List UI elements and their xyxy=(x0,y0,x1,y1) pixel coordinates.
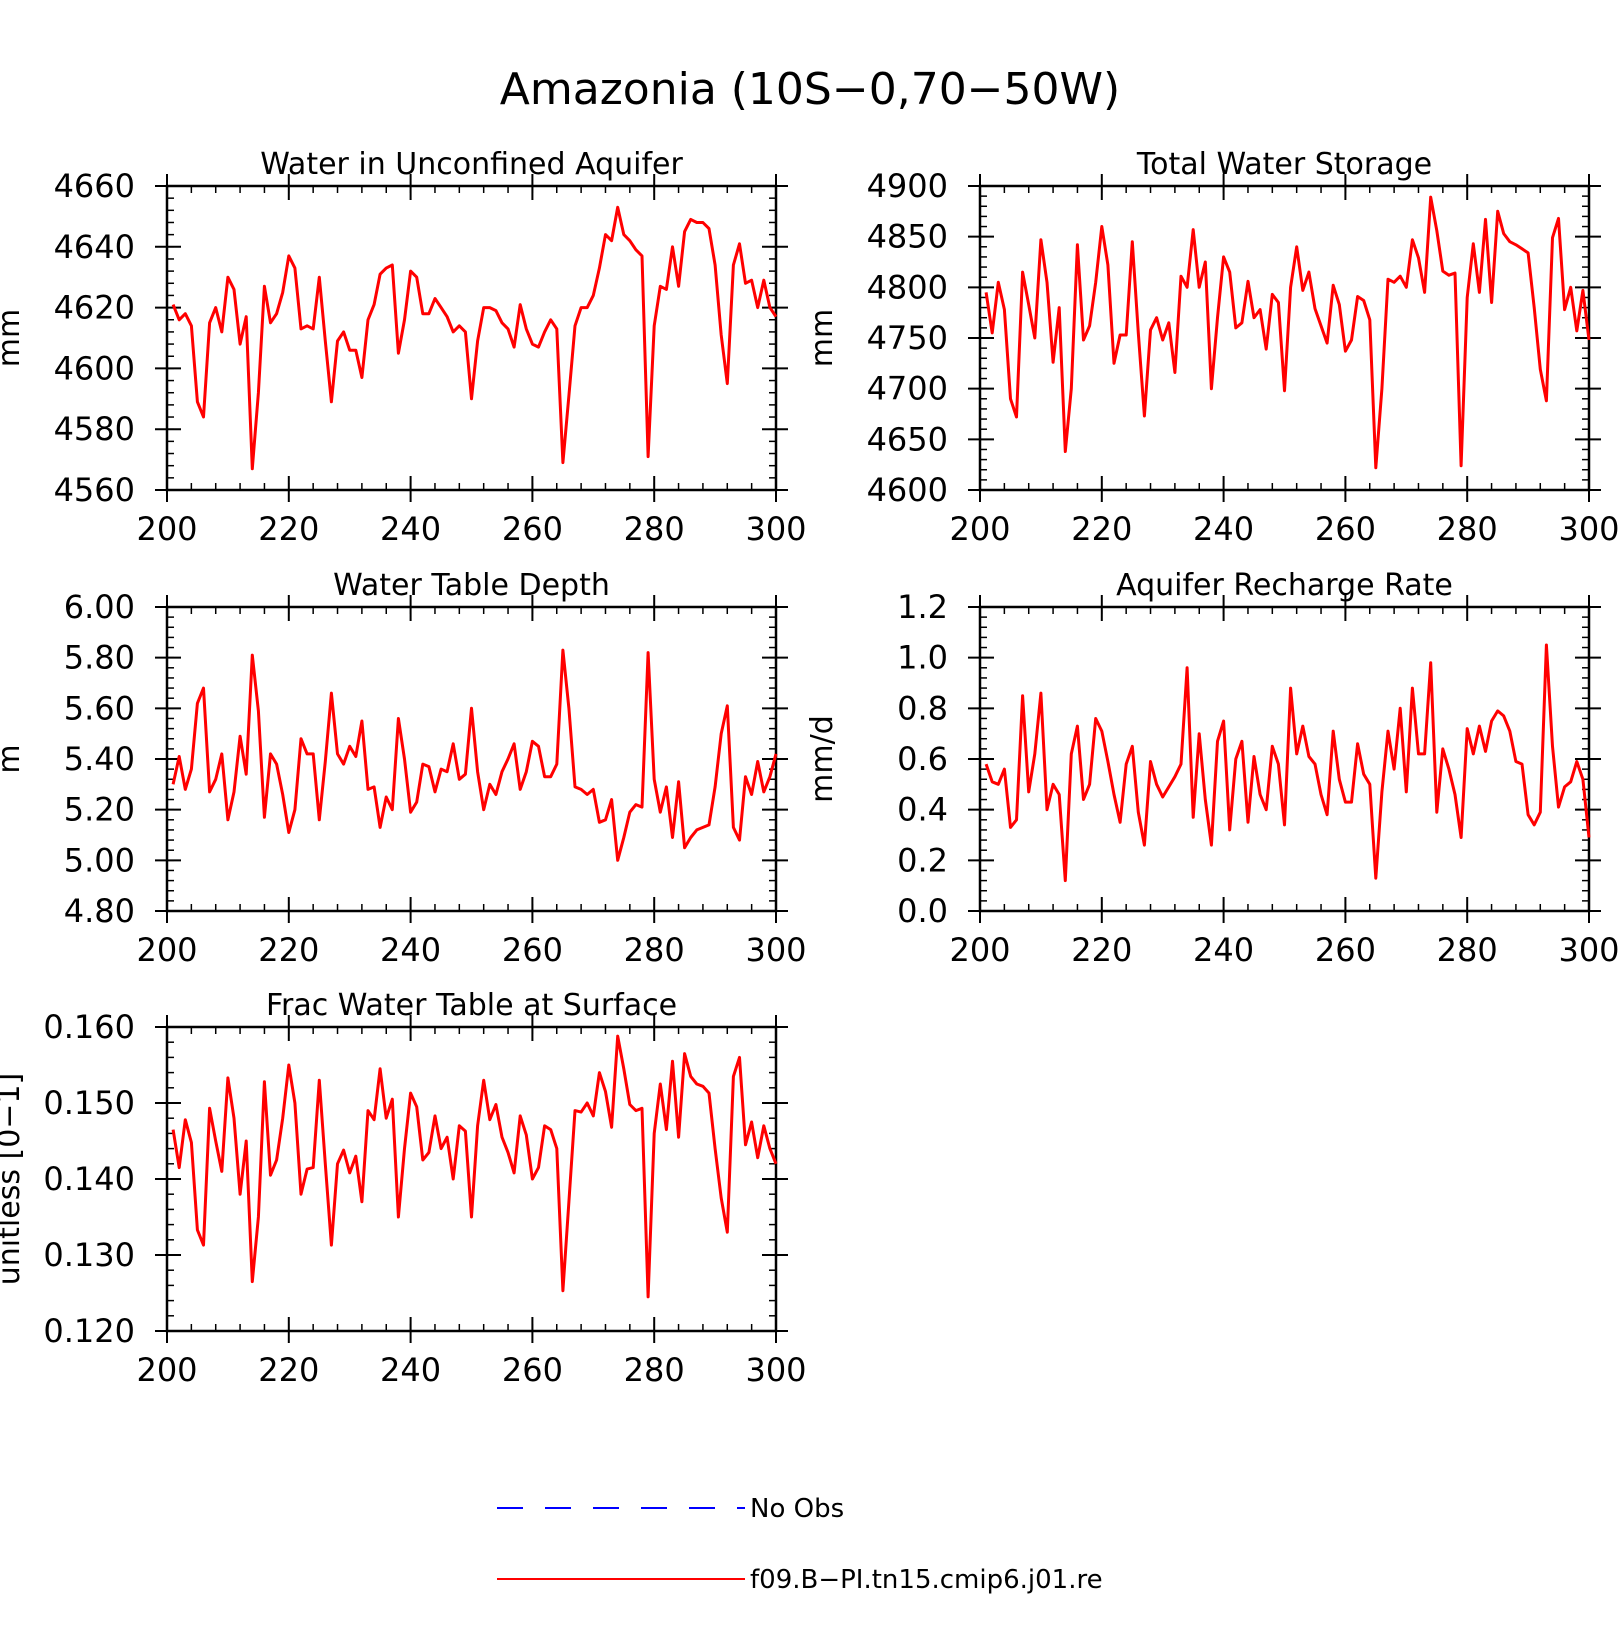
x-tick-label: 280 xyxy=(1437,510,1498,548)
y-tick-label: 0.120 xyxy=(43,1312,135,1350)
y-axis-label: mm/d xyxy=(805,715,840,803)
x-tick-label: 240 xyxy=(1193,931,1254,969)
x-tick-label: 220 xyxy=(258,1351,319,1389)
y-axis-label: mm xyxy=(0,309,27,367)
x-tick-label: 260 xyxy=(502,1351,563,1389)
y-tick-label: 4580 xyxy=(54,410,135,448)
y-tick-label: 4660 xyxy=(54,167,135,205)
y-tick-label: 4750 xyxy=(867,319,948,357)
x-tick-label: 300 xyxy=(745,510,806,548)
x-tick-label: 200 xyxy=(136,510,197,548)
y-tick-label: 0.4 xyxy=(897,791,948,829)
y-axis-label: mm xyxy=(805,309,840,367)
x-tick-label: 240 xyxy=(380,510,441,548)
y-tick-label: 4700 xyxy=(867,370,948,408)
y-tick-label: 4600 xyxy=(54,349,135,387)
x-tick-label: 300 xyxy=(745,1351,806,1389)
y-tick-label: 0.130 xyxy=(43,1236,135,1274)
panel-title: Frac Water Table at Surface xyxy=(266,988,677,1023)
series-line xyxy=(171,1034,778,1299)
y-tick-label: 4600 xyxy=(867,471,948,509)
chart-panel-3: Water Table Depth m 200 220 240 260 280 300 4.80… xyxy=(0,568,807,969)
y-tick-label: 0.160 xyxy=(43,1008,135,1046)
y-tick-label: 0.150 xyxy=(43,1084,135,1122)
legend-label-no-obs: No Obs xyxy=(750,1494,844,1524)
x-tick-label: 300 xyxy=(1558,931,1619,969)
series-line xyxy=(171,205,778,471)
y-tick-label: 4850 xyxy=(867,218,948,256)
y-tick-label: 5.40 xyxy=(64,740,135,778)
panel-title: Water Table Depth xyxy=(333,568,610,603)
chart-panel-4: Aquifer Recharge Rate mm/d 200 220 240 260 280… xyxy=(805,568,1620,969)
x-tick-label: 280 xyxy=(624,1351,685,1389)
panel-title: Water in Unconfined Aquifer xyxy=(260,147,683,182)
x-tick-label: 240 xyxy=(380,931,441,969)
y-tick-label: 5.80 xyxy=(64,639,135,677)
legend: No Obs f09.B−PI.tn15.cmip6.j01.re xyxy=(497,1494,1103,1595)
x-tick-label: 300 xyxy=(745,931,806,969)
x-tick-label: 260 xyxy=(1315,931,1376,969)
y-tick-label: 0.0 xyxy=(897,892,948,930)
x-tick-label: 200 xyxy=(136,931,197,969)
x-tick-label: 260 xyxy=(1315,510,1376,548)
y-axis-label: unitless [0−1] xyxy=(0,1073,27,1285)
y-tick-label: 4650 xyxy=(867,420,948,458)
x-tick-label: 260 xyxy=(502,510,563,548)
x-tick-label: 280 xyxy=(624,931,685,969)
chart-panel-2: Total Water Storage mm 200 220 240 260 280 300 4… xyxy=(805,147,1620,548)
y-tick-label: 4800 xyxy=(867,268,948,306)
series-line xyxy=(171,648,778,862)
x-tick-label: 220 xyxy=(258,510,319,548)
y-tick-label: 0.8 xyxy=(897,689,948,727)
chart-panel-1: Water in Unconfined Aquifer mm 200 220 240 26… xyxy=(0,147,807,548)
x-tick-label: 280 xyxy=(1437,931,1498,969)
panels: Water in Unconfined Aquifer mm 200 220 240 26… xyxy=(0,147,1620,1389)
x-tick-label: 220 xyxy=(258,931,319,969)
y-tick-label: 5.60 xyxy=(64,689,135,727)
y-tick-label: 4620 xyxy=(54,289,135,327)
y-tick-label: 0.140 xyxy=(43,1160,135,1198)
x-tick-label: 240 xyxy=(380,1351,441,1389)
y-tick-label: 1.2 xyxy=(897,588,948,626)
y-tick-label: 4560 xyxy=(54,471,135,509)
y-tick-label: 4900 xyxy=(867,167,948,205)
y-tick-label: 4.80 xyxy=(64,892,135,930)
y-axis-label: m xyxy=(0,744,27,773)
panel-title: Aquifer Recharge Rate xyxy=(1116,568,1453,603)
y-tick-label: 5.00 xyxy=(64,841,135,879)
series-line xyxy=(984,195,1591,470)
plot-frame xyxy=(165,1025,778,1333)
x-tick-label: 200 xyxy=(949,931,1010,969)
chart-panel-5: Frac Water Table at Surface unitless [0−1… xyxy=(0,988,807,1389)
y-tick-label: 0.2 xyxy=(897,841,948,879)
x-tick-label: 280 xyxy=(624,510,685,548)
x-tick-label: 300 xyxy=(1558,510,1619,548)
y-tick-label: 5.20 xyxy=(64,791,135,829)
legend-label-model: f09.B−PI.tn15.cmip6.j01.re xyxy=(750,1565,1103,1595)
y-tick-label: 1.0 xyxy=(897,639,948,677)
plot-frame xyxy=(165,184,778,492)
figure-title: Amazonia (10S−0,70−50W) xyxy=(500,64,1120,115)
y-tick-label: 0.6 xyxy=(897,740,948,778)
x-tick-label: 240 xyxy=(1193,510,1254,548)
y-tick-label: 4640 xyxy=(54,228,135,266)
panel-title: Total Water Storage xyxy=(1136,147,1432,182)
series-line xyxy=(984,643,1591,883)
plot-frame xyxy=(978,605,1591,913)
x-tick-label: 220 xyxy=(1071,931,1132,969)
x-tick-label: 220 xyxy=(1071,510,1132,548)
x-tick-label: 260 xyxy=(502,931,563,969)
plot-frame xyxy=(165,605,778,913)
x-tick-label: 200 xyxy=(949,510,1010,548)
y-tick-label: 6.00 xyxy=(64,588,135,626)
x-tick-label: 200 xyxy=(136,1351,197,1389)
